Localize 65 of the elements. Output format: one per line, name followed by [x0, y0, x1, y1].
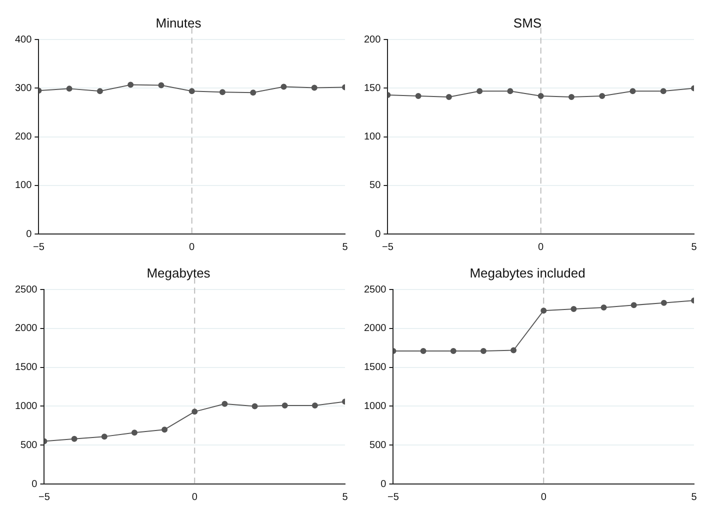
point [158, 82, 164, 88]
y-tick-label: 100 [364, 132, 382, 143]
y-tick-label: 200 [14, 132, 32, 143]
point [162, 426, 168, 433]
x-tick-label: 5 [691, 492, 698, 503]
y-tick-label: 2500 [14, 284, 38, 296]
x-tick-label: −5 [388, 492, 400, 503]
y-tick-label: 150 [364, 82, 382, 94]
x-tick-label: 0 [538, 242, 544, 253]
x-tick-label: 0 [540, 492, 547, 503]
y-tick-label: 1000 [14, 400, 38, 412]
y-tick-label: 0 [380, 478, 387, 490]
point [131, 430, 138, 436]
x-tick-label: 0 [192, 492, 198, 503]
x-tick-label: 5 [342, 492, 348, 503]
y-tick-label: 1500 [364, 362, 387, 374]
chart-title: Megabytes [146, 265, 211, 280]
chart-title: Megabytes included [470, 265, 586, 280]
y-tick-label: 0 [26, 228, 32, 240]
point [510, 347, 517, 354]
chart-title: Minutes [156, 15, 202, 30]
point [660, 300, 667, 306]
point [188, 88, 195, 94]
point [192, 408, 198, 415]
y-tick-label: 1000 [364, 400, 387, 412]
x-tick-label: −5 [32, 242, 45, 253]
y-tick-label: 100 [14, 180, 32, 192]
point [250, 90, 256, 96]
point [540, 308, 547, 314]
y-tick-label: 300 [14, 82, 32, 94]
y-tick-label: 0 [375, 228, 382, 240]
point [96, 88, 103, 94]
point [222, 400, 228, 407]
y-tick-label: 2000 [14, 323, 38, 334]
y-tick-label: 2000 [364, 323, 387, 334]
y-tick-label: 0 [32, 478, 38, 490]
y-tick-label: 50 [370, 180, 382, 192]
point [450, 348, 456, 354]
point [252, 403, 258, 410]
point [280, 84, 287, 90]
point [420, 348, 426, 354]
point [128, 82, 134, 88]
point [219, 89, 226, 96]
x-tick-label: −5 [382, 242, 394, 253]
x-tick-label: 5 [691, 242, 698, 253]
point [600, 304, 607, 310]
point [311, 84, 318, 91]
x-tick-label: 5 [342, 242, 348, 253]
x-tick-label: −5 [38, 492, 50, 503]
y-tick-label: 2500 [364, 284, 387, 296]
point [570, 306, 577, 312]
point [480, 348, 486, 354]
y-tick-label: 1500 [14, 362, 38, 374]
y-tick-label: 500 [370, 440, 387, 451]
y-tick-label: 400 [14, 34, 32, 46]
point [101, 434, 108, 440]
chart-title: SMS [513, 15, 542, 30]
point [630, 302, 637, 308]
y-tick-label: 200 [364, 34, 382, 46]
x-tick-label: 0 [189, 242, 196, 253]
point [66, 86, 72, 92]
point [282, 402, 288, 408]
point [71, 436, 78, 442]
y-tick-label: 500 [20, 440, 38, 451]
point [312, 402, 318, 408]
